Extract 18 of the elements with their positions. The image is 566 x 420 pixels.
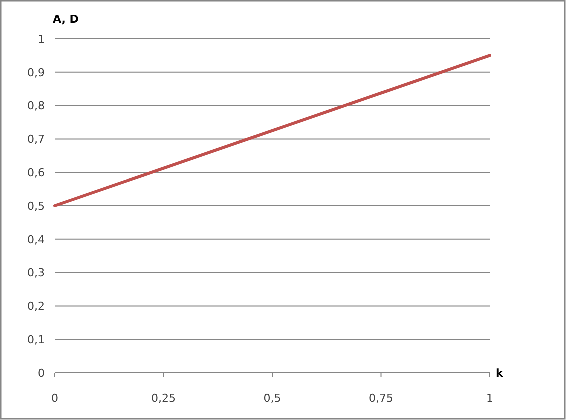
y-tick-label: 0,4 bbox=[28, 233, 45, 246]
x-tick-label: 0,75 bbox=[369, 392, 394, 405]
x-tick-label: 0,5 bbox=[264, 392, 282, 405]
x-axis-title: k bbox=[496, 366, 504, 380]
y-tick-label: 1 bbox=[38, 32, 45, 46]
y-tick-label: 0,1 bbox=[28, 333, 45, 346]
x-tick-label: 0,25 bbox=[152, 392, 176, 405]
y-axis-title: A, D bbox=[53, 13, 79, 26]
y-tick-label: 0,6 bbox=[28, 166, 45, 180]
y-tick-label: 0,2 bbox=[28, 300, 45, 314]
x-tick-label: 0 bbox=[52, 392, 58, 405]
y-tick-label: 0,3 bbox=[28, 266, 45, 280]
y-tick-label: 0,7 bbox=[28, 133, 45, 146]
y-tick-label: 0,8 bbox=[28, 100, 45, 113]
y-tick-label: 0,9 bbox=[28, 66, 45, 80]
y-tick-label: 0,5 bbox=[28, 200, 45, 213]
y-tick-label: 0 bbox=[38, 366, 45, 380]
x-tick-label: 1 bbox=[486, 392, 494, 405]
